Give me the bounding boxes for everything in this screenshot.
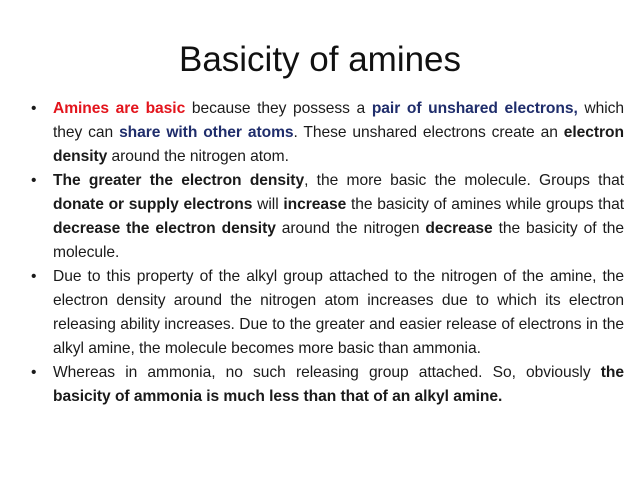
text-run: , the more basic the molecule. Groups th… bbox=[304, 172, 624, 189]
text-run: the basicity of amines while groups that bbox=[346, 196, 624, 213]
bold-text: The greater the electron density bbox=[53, 172, 305, 189]
text-run: . These unshared electrons create an bbox=[293, 124, 564, 141]
text-run: around the nitrogen bbox=[275, 220, 426, 237]
text-run: will bbox=[252, 196, 284, 213]
highlighted-text: share with other atoms bbox=[119, 124, 294, 141]
text-run: Whereas in ammonia, no such releasing gr… bbox=[53, 364, 601, 381]
bold-text: electron density bbox=[53, 124, 624, 165]
bullet-item: Whereas in ammonia, no such releasing gr… bbox=[28, 361, 624, 409]
text-run: which they can bbox=[53, 100, 624, 141]
bullet-item: Due to this property of the alkyl group … bbox=[28, 265, 624, 361]
bold-text: the basicity of ammonia is much less tha… bbox=[53, 364, 624, 405]
text-run: because they possess a bbox=[185, 100, 372, 117]
bold-text: donate or supply electrons bbox=[53, 196, 253, 213]
text-run: the basicity of the molecule. bbox=[53, 220, 624, 261]
bold-text: decrease the electron density bbox=[53, 220, 276, 237]
highlighted-text: Amines are basic bbox=[53, 100, 186, 117]
bold-text: increase bbox=[283, 196, 347, 213]
highlighted-text: pair of unshared electrons, bbox=[371, 100, 578, 117]
text-run: Due to this property of the alkyl group … bbox=[53, 268, 624, 357]
bullet-list: Amines are basic because they possess a … bbox=[28, 97, 624, 409]
bullet-item: Amines are basic because they possess a … bbox=[28, 97, 624, 169]
slide-title: Basicity of amines bbox=[178, 40, 462, 79]
text-run: around the nitrogen atom. bbox=[107, 148, 289, 165]
bullet-item: The greater the electron density, the mo… bbox=[28, 169, 624, 265]
bold-text: decrease bbox=[425, 220, 493, 237]
